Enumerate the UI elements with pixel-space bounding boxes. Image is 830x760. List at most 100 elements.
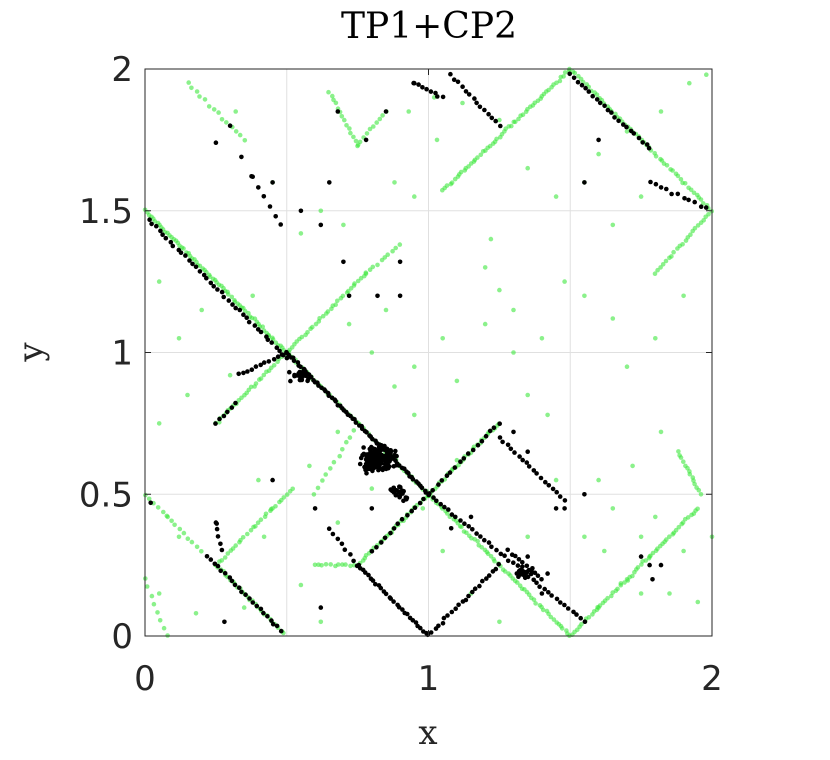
- scatter-point: [258, 517, 264, 522]
- scatter-point: [460, 84, 465, 89]
- scatter-point: [237, 307, 243, 313]
- scatter-point: [546, 483, 552, 488]
- scatter-point: [369, 506, 375, 511]
- scatter-point: [219, 117, 225, 122]
- scatter-point: [176, 534, 182, 540]
- scatter-point: [434, 498, 439, 504]
- scatter-point: [554, 80, 559, 86]
- scatter-point: [244, 315, 249, 321]
- scatter-point: [348, 552, 353, 557]
- scatter-point: [320, 313, 326, 319]
- scatter-point: [574, 612, 579, 617]
- scatter-point: [266, 359, 272, 364]
- scatter-point: [546, 590, 551, 595]
- scatter-point: [335, 520, 341, 525]
- scatter-point: [189, 85, 194, 91]
- scatter-point: [440, 621, 446, 626]
- scatter-point: [463, 89, 469, 94]
- scatter-point: [298, 364, 303, 370]
- scatter-point: [215, 534, 221, 539]
- scatter-point: [546, 87, 551, 93]
- scatter-point: [363, 461, 369, 467]
- scatter-point: [482, 537, 487, 543]
- scatter-point: [525, 165, 530, 171]
- scatter-point: [418, 625, 423, 631]
- scatter-point: [435, 94, 440, 99]
- scatter-point: [163, 235, 169, 241]
- scatter-point: [390, 248, 395, 254]
- scatter-point: [440, 94, 446, 100]
- scatter-point: [539, 336, 545, 341]
- scatter-point: [327, 180, 332, 185]
- scatter-point: [445, 613, 450, 618]
- scatter-point: [673, 527, 679, 533]
- scatter-point: [531, 597, 537, 602]
- scatter-point: [258, 376, 264, 381]
- scatter-point: [696, 487, 702, 493]
- scatter-point: [542, 586, 547, 592]
- scatter-point: [312, 562, 318, 568]
- scatter-point: [526, 464, 532, 469]
- scatter-point: [664, 163, 670, 168]
- scatter-point: [261, 610, 266, 616]
- scatter-point: [397, 493, 403, 499]
- scatter-point: [676, 449, 681, 454]
- scatter-point: [401, 498, 406, 504]
- scatter-point: [391, 486, 397, 491]
- scatter-point: [491, 425, 497, 431]
- scatter-point: [680, 242, 685, 247]
- scatter-point: [239, 589, 244, 595]
- scatter-point: [431, 495, 436, 500]
- scatter-point: [466, 92, 472, 97]
- scatter-point: [197, 94, 202, 99]
- scatter-point: [161, 509, 166, 515]
- scatter-point: [353, 138, 359, 144]
- scatter-point: [436, 623, 441, 629]
- scatter-point: [221, 294, 226, 300]
- scatter-point: [373, 581, 378, 587]
- scatter-point: [686, 197, 691, 203]
- scatter-point: [669, 191, 674, 197]
- scatter-point: [394, 488, 400, 493]
- scatter-point: [557, 494, 563, 499]
- scatter-point: [400, 607, 405, 612]
- scatter-point: [475, 442, 481, 448]
- scatter-point: [493, 566, 499, 572]
- y-tick-label: 1: [111, 334, 133, 374]
- scatter-point: [650, 577, 655, 582]
- scatter-point: [290, 486, 296, 492]
- scatter-point: [562, 506, 567, 511]
- scatter-point: [448, 526, 454, 531]
- scatter-point: [543, 479, 548, 485]
- scatter-point: [420, 506, 426, 511]
- scatter-point: [388, 448, 393, 453]
- scatter-point: [335, 429, 341, 435]
- scatter-point: [496, 562, 502, 567]
- scatter-point: [261, 534, 267, 540]
- scatter-point: [562, 279, 567, 284]
- scatter-point: [181, 246, 186, 251]
- scatter-point: [233, 305, 238, 311]
- scatter-point: [494, 136, 499, 142]
- scatter-point: [246, 310, 251, 316]
- scatter-point: [582, 293, 587, 299]
- scatter-point: [647, 562, 652, 568]
- scatter-point: [539, 577, 544, 582]
- scatter-point: [605, 107, 611, 113]
- scatter-point: [548, 614, 554, 620]
- scatter-point: [227, 123, 233, 128]
- scatter-point: [497, 287, 502, 293]
- scatter-point: [370, 578, 376, 583]
- scatter-point: [486, 573, 492, 578]
- scatter-point: [236, 585, 242, 590]
- grid-lines: [145, 69, 712, 636]
- scatter-point: [225, 292, 231, 297]
- scatter-point: [646, 145, 652, 151]
- scatter-point: [658, 562, 664, 568]
- scatter-point: [225, 551, 231, 556]
- scatter-point: [624, 129, 630, 134]
- scatter-point: [364, 131, 370, 136]
- scatter-point: [671, 249, 676, 255]
- scatter-point: [376, 465, 381, 470]
- scatter-point: [346, 288, 351, 294]
